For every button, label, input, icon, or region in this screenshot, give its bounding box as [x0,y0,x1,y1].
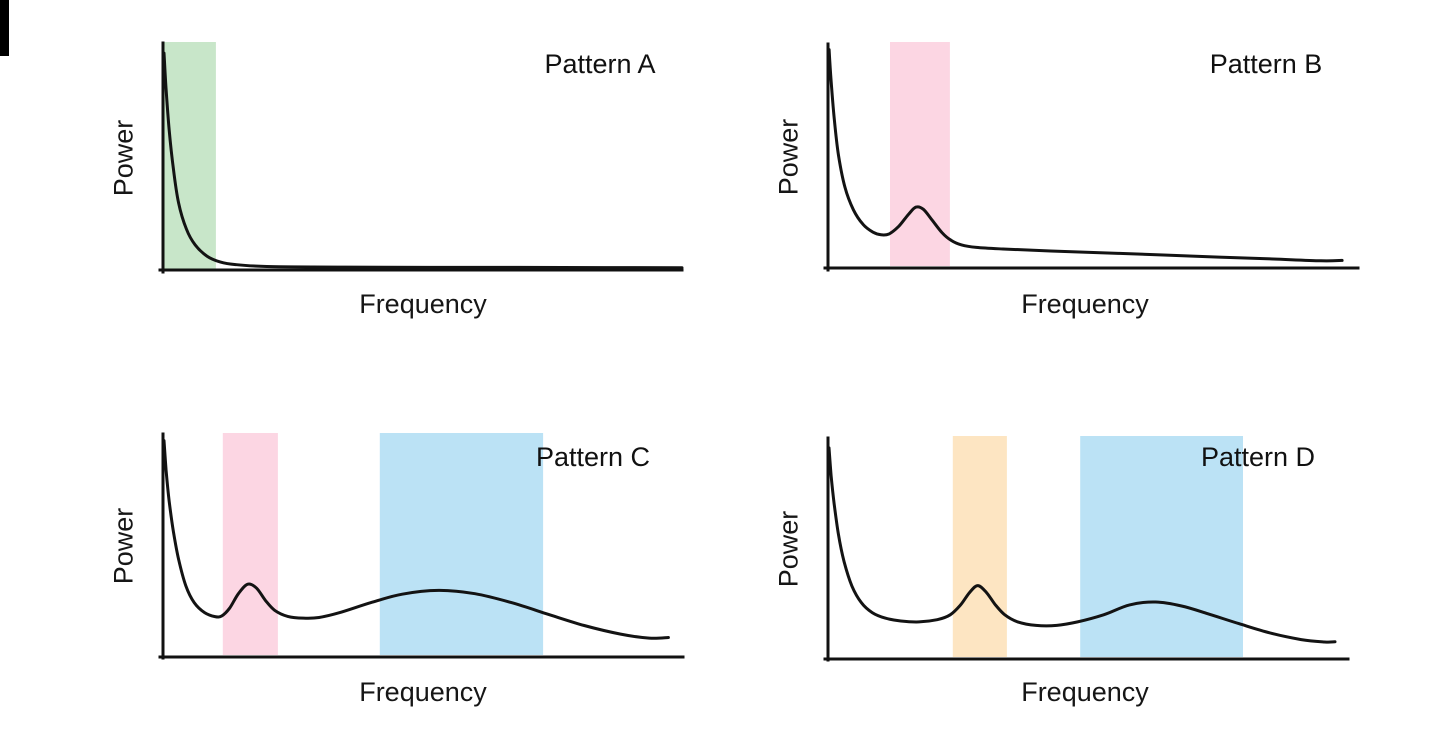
panel-title: Pattern C [536,442,650,472]
highlight-band [1080,436,1243,657]
x-axis-label: Frequency [1021,289,1149,319]
panel-pattern-d: Pattern D Frequency Power [773,436,1350,707]
highlight-band [952,436,1007,657]
y-axis-label: Power [773,511,803,588]
y-axis-label: Power [773,119,803,196]
highlight-band [379,433,544,655]
highlight-band [222,433,278,655]
spectrum-curve [827,48,1344,263]
spectrum-curve [162,439,670,640]
panel-title: Pattern B [1210,49,1323,79]
x-axis-label: Frequency [359,677,487,707]
panel-title: Pattern A [544,49,655,79]
highlight-bands [222,433,544,655]
panel-pattern-a: Pattern A Frequency Power [108,41,684,319]
y-axis-label: Power [108,508,138,585]
x-axis-label: Frequency [359,289,487,319]
x-axis-label: Frequency [1021,677,1149,707]
window-edge-artifact [0,0,9,56]
panel-pattern-b: Pattern B Frequency Power [773,42,1360,319]
y-axis-label: Power [108,120,138,197]
highlight-bands [952,436,1243,657]
spectrum-curve [827,446,1337,644]
panel-pattern-c: Pattern C Frequency Power [108,432,685,707]
panel-title: Pattern D [1201,442,1315,472]
spectrum-curve [162,51,684,270]
